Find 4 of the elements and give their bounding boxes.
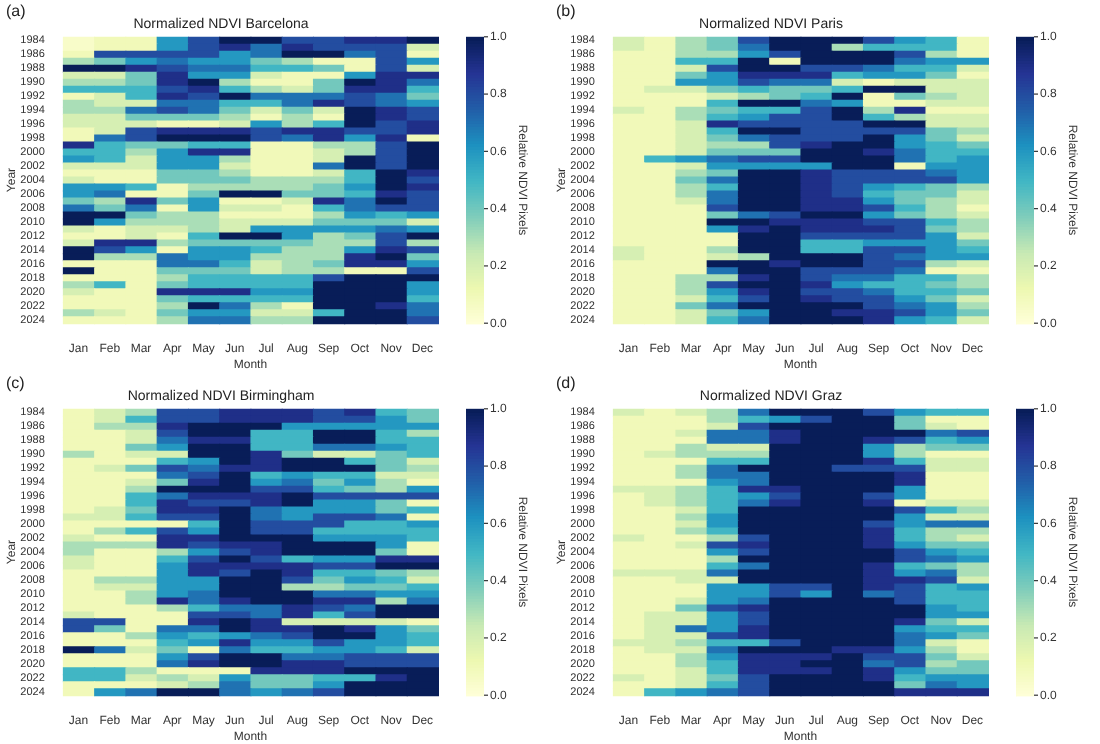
- text: (c): [6, 374, 26, 393]
- text: (b): [556, 2, 577, 21]
- text: (d): [556, 374, 577, 393]
- text: (a): [6, 2, 27, 21]
